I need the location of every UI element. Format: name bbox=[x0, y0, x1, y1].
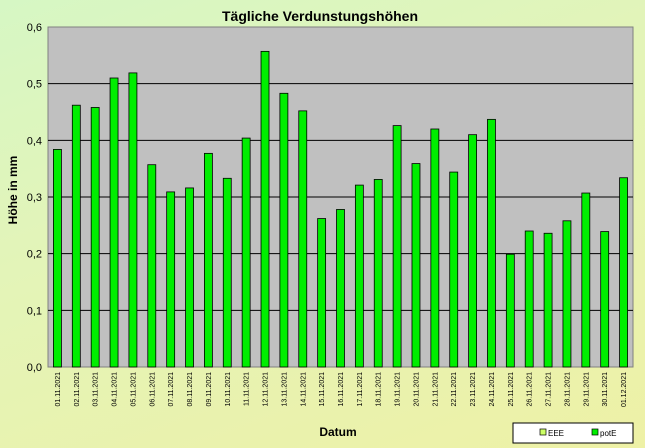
legend-label-eee: EEE bbox=[548, 429, 564, 438]
bar-pote bbox=[185, 187, 194, 368]
x-tick-label: 27.11.2021 bbox=[546, 372, 553, 407]
x-tick-label: 25.11.2021 bbox=[508, 372, 515, 407]
x-tick-label: 09.11.2021 bbox=[206, 372, 213, 407]
x-tick-label: 05.11.2021 bbox=[130, 372, 137, 407]
x-tick-label: 20.11.2021 bbox=[413, 372, 420, 407]
bar-pote bbox=[468, 134, 477, 368]
x-axis-ticks: 01.11.2021 02.11.2021 03.11.2021 04.11.2021… bbox=[55, 372, 628, 407]
bar-pote bbox=[487, 118, 496, 368]
x-tick-label: 12.11.2021 bbox=[263, 372, 270, 407]
bar-pote bbox=[241, 137, 251, 368]
x-tick-label: 18.11.2021 bbox=[376, 372, 383, 407]
bars bbox=[53, 50, 628, 368]
x-tick-label: 22.11.2021 bbox=[451, 372, 458, 407]
y-tick-label: 0,1 bbox=[27, 305, 42, 317]
bar-pote bbox=[600, 231, 610, 368]
x-tick-label: 11.11.2021 bbox=[244, 372, 251, 406]
bar-pote bbox=[430, 128, 440, 368]
bar-pote bbox=[53, 148, 62, 368]
y-tick-label: 0,0 bbox=[27, 362, 42, 374]
bar-pote bbox=[147, 164, 157, 368]
bar-pote bbox=[279, 92, 289, 368]
x-tick-label: 21.11.2021 bbox=[432, 372, 439, 407]
x-tick-label: 07.11.2021 bbox=[168, 372, 175, 407]
bar-pote bbox=[373, 179, 383, 368]
x-tick-label: 24.11.2021 bbox=[489, 372, 496, 407]
bar-pote bbox=[449, 171, 459, 368]
legend-swatch-eee bbox=[539, 428, 547, 436]
y-tick-label: 0,4 bbox=[27, 135, 42, 147]
y-axis-label: Höhe in mm bbox=[6, 156, 20, 225]
chart-title: Tägliche Verdunstungshöhen bbox=[222, 8, 418, 24]
bar-pote bbox=[524, 230, 534, 368]
bar-pote bbox=[90, 107, 100, 368]
x-tick-label: 30.11.2021 bbox=[602, 372, 609, 407]
x-tick-label: 17.11.2021 bbox=[357, 372, 364, 407]
bar-pote bbox=[128, 72, 138, 368]
bar-pote bbox=[204, 152, 213, 368]
x-tick-label: 04.11.2021 bbox=[112, 372, 119, 407]
y-tick-label: 0,6 bbox=[27, 22, 42, 34]
y-tick-label: 0,2 bbox=[27, 249, 42, 261]
bar-pote bbox=[392, 125, 402, 368]
x-tick-label: 01.12.2021 bbox=[621, 372, 628, 407]
bar-pote bbox=[619, 177, 628, 368]
x-axis-label: Datum bbox=[319, 425, 356, 439]
legend-box bbox=[512, 422, 634, 444]
x-tick-label: 10.11.2021 bbox=[225, 372, 232, 407]
bar-pote bbox=[317, 218, 327, 368]
bar-pote bbox=[298, 110, 308, 368]
bar-pote bbox=[543, 232, 553, 368]
bar-pote bbox=[336, 209, 345, 368]
bar-pote bbox=[411, 163, 421, 368]
legend-swatch-pote bbox=[591, 428, 599, 436]
x-tick-label: 26.11.2021 bbox=[527, 372, 534, 407]
x-tick-label: 29.11.2021 bbox=[583, 372, 590, 407]
bar-pote bbox=[354, 184, 364, 368]
x-tick-label: 16.11.2021 bbox=[338, 372, 345, 407]
bar-pote bbox=[166, 191, 176, 368]
x-tick-label: 14.11.2021 bbox=[300, 372, 307, 407]
bar-pote bbox=[71, 104, 81, 368]
y-tick-label: 0,5 bbox=[27, 79, 42, 91]
bar-pote bbox=[581, 192, 591, 368]
x-tick-label: 01.11.2021 bbox=[55, 372, 62, 407]
x-tick-label: 19.11.2021 bbox=[395, 372, 402, 407]
bar-pote bbox=[562, 220, 572, 368]
x-tick-label: 02.11.2021 bbox=[74, 372, 81, 407]
bar-pote bbox=[505, 253, 515, 368]
y-axis-ticks: 0,0 0,1 0,2 0,3 0,4 0,5 0,6 bbox=[27, 22, 42, 374]
bar-pote bbox=[260, 50, 270, 368]
bar-pote bbox=[222, 177, 232, 368]
legend-label-pote: potE bbox=[600, 429, 616, 438]
bar-pote bbox=[109, 77, 119, 368]
x-tick-label: 28.11.2021 bbox=[564, 372, 571, 407]
x-tick-label: 03.11.2021 bbox=[93, 372, 100, 407]
y-tick-label: 0,3 bbox=[27, 192, 42, 204]
x-tick-label: 13.11.2021 bbox=[281, 372, 288, 407]
legend: EEE potE bbox=[512, 422, 634, 444]
x-tick-label: 06.11.2021 bbox=[149, 372, 156, 407]
x-tick-label: 23.11.2021 bbox=[470, 372, 477, 407]
x-tick-label: 15.11.2021 bbox=[319, 372, 326, 407]
x-tick-label: 08.11.2021 bbox=[187, 372, 194, 407]
